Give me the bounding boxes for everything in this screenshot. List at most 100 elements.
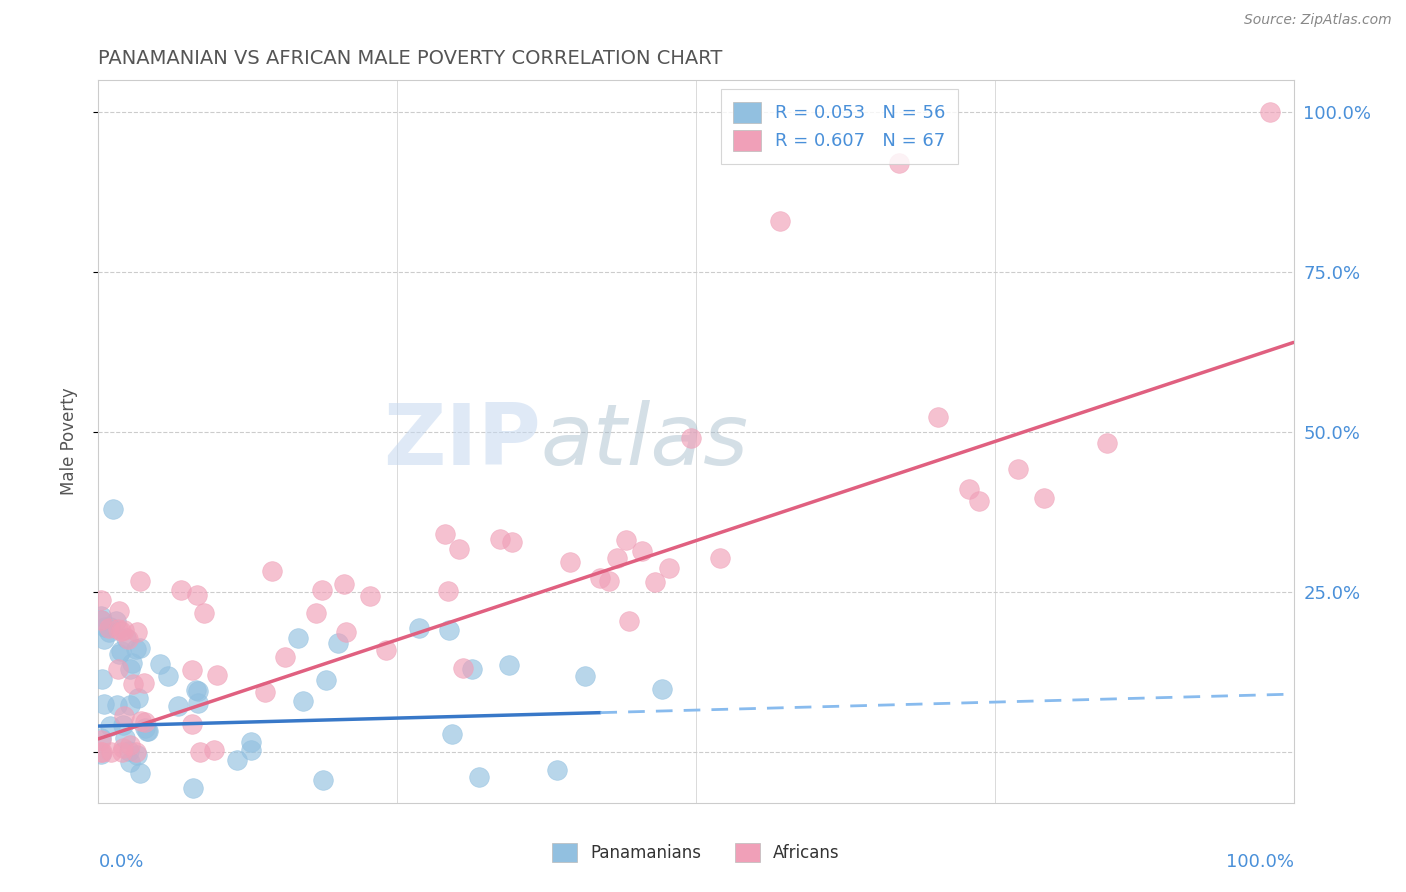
Point: [90, 731, 112, 746]
Point: [121, 676, 143, 690]
Point: [120, 755, 142, 769]
Point: [449, 542, 471, 557]
Point: [768, 214, 790, 228]
Point: [120, 698, 142, 712]
Point: [453, 661, 475, 675]
Point: [957, 482, 980, 496]
Point: [128, 766, 150, 780]
Point: [287, 631, 309, 645]
Point: [437, 583, 460, 598]
Point: [114, 632, 136, 646]
Point: [110, 624, 132, 638]
Point: [107, 662, 129, 676]
Point: [128, 641, 150, 656]
Text: 0.0%: 0.0%: [98, 854, 143, 871]
Point: [128, 574, 150, 588]
Point: [118, 738, 141, 752]
Point: [374, 643, 396, 657]
Point: [335, 624, 357, 639]
Point: [180, 663, 202, 677]
Point: [90, 613, 112, 627]
Point: [136, 724, 159, 739]
Point: [107, 623, 129, 637]
Point: [658, 561, 681, 575]
Point: [91, 745, 114, 759]
Y-axis label: Male Poverty: Male Poverty: [59, 388, 77, 495]
Legend: Panamanians, Africans: Panamanians, Africans: [540, 831, 852, 874]
Point: [112, 624, 135, 638]
Point: [120, 662, 142, 676]
Point: [292, 694, 315, 708]
Point: [501, 535, 523, 549]
Point: [104, 614, 127, 628]
Point: [889, 156, 911, 170]
Point: [312, 773, 335, 788]
Point: [90, 592, 112, 607]
Point: [90, 747, 112, 762]
Point: [93, 697, 115, 711]
Point: [127, 690, 149, 705]
Point: [132, 675, 155, 690]
Point: [326, 636, 349, 650]
Point: [333, 577, 356, 591]
Point: [315, 673, 337, 687]
Point: [440, 727, 463, 741]
Point: [589, 570, 612, 584]
Point: [1033, 491, 1056, 506]
Point: [134, 721, 156, 735]
Point: [644, 575, 666, 590]
Point: [574, 669, 596, 683]
Text: 100.0%: 100.0%: [1226, 854, 1294, 871]
Point: [311, 583, 333, 598]
Point: [205, 668, 228, 682]
Point: [709, 551, 731, 566]
Point: [598, 574, 620, 589]
Point: [90, 672, 112, 686]
Point: [121, 656, 143, 670]
Text: atlas: atlas: [541, 400, 748, 483]
Text: ZIP: ZIP: [382, 400, 541, 483]
Point: [125, 624, 148, 639]
Point: [135, 723, 157, 738]
Point: [108, 604, 131, 618]
Point: [100, 745, 122, 759]
Point: [468, 770, 491, 784]
Point: [134, 714, 156, 729]
Point: [437, 623, 460, 637]
Point: [149, 657, 172, 671]
Point: [498, 657, 520, 672]
Point: [114, 731, 136, 745]
Point: [98, 620, 121, 634]
Point: [225, 753, 247, 767]
Point: [111, 745, 134, 759]
Point: [94, 620, 117, 634]
Point: [1258, 105, 1281, 120]
Point: [98, 719, 121, 733]
Point: [98, 621, 121, 635]
Point: [187, 684, 209, 698]
Point: [193, 607, 215, 621]
Point: [118, 744, 141, 758]
Point: [651, 681, 673, 696]
Point: [408, 621, 430, 635]
Point: [1095, 435, 1118, 450]
Point: [110, 644, 132, 658]
Point: [181, 781, 204, 796]
Point: [188, 745, 211, 759]
Point: [184, 683, 207, 698]
Point: [202, 743, 225, 757]
Point: [125, 747, 148, 762]
Point: [606, 551, 628, 566]
Point: [305, 606, 328, 620]
Point: [125, 745, 148, 759]
Point: [111, 741, 134, 756]
Point: [181, 717, 204, 731]
Point: [461, 662, 484, 676]
Point: [157, 669, 180, 683]
Point: [359, 589, 381, 603]
Point: [488, 532, 510, 546]
Point: [166, 698, 188, 713]
Point: [927, 409, 949, 424]
Point: [558, 555, 581, 569]
Point: [170, 582, 193, 597]
